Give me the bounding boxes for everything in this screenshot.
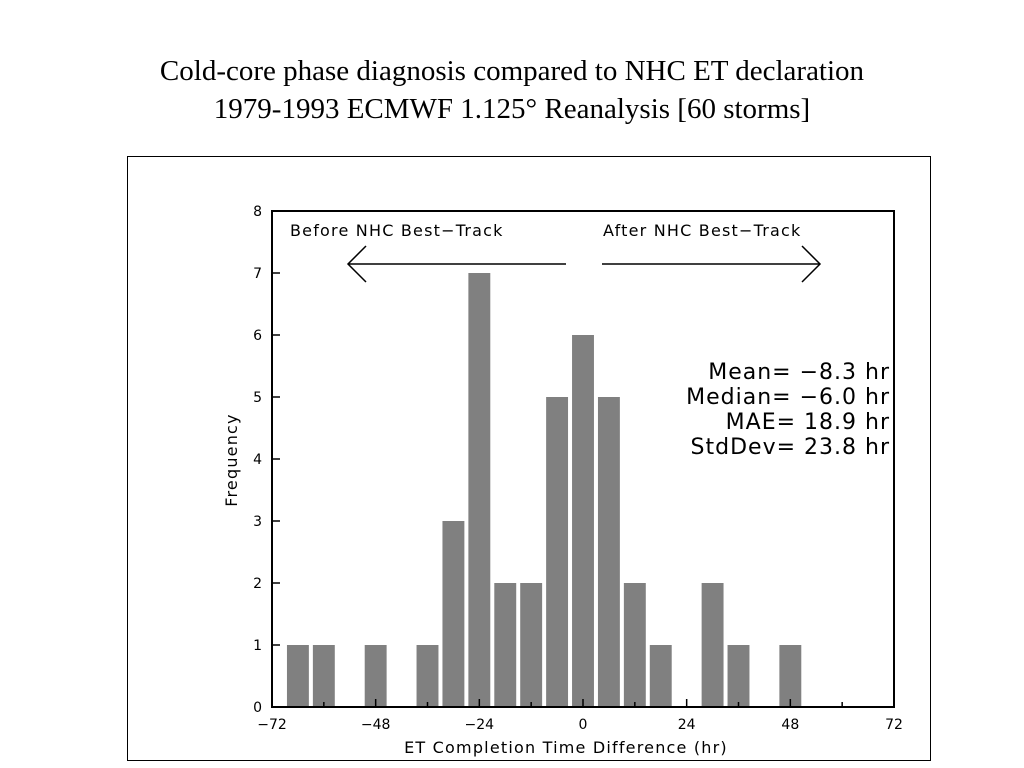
x-axis-label: ET Completion Time Difference (hr) [404,738,728,757]
x-tick-label: −24 [465,717,495,733]
histogram-bar [597,397,620,707]
histogram-bar [649,645,672,707]
histogram-bar [727,645,750,707]
slide-title-line1: Cold-core phase diagnosis compared to NH… [159,55,865,87]
histogram-bar [494,583,517,707]
histogram-bar [468,273,491,707]
stat-mean: Mean= −8.3 hr [708,360,890,385]
stat-mae: MAE= 18.9 hr [726,410,890,435]
x-tick-label: −48 [361,717,391,733]
y-axis-label: Frequency [222,413,241,506]
histogram-bar [364,645,387,707]
y-tick-label: 8 [253,204,262,220]
ticks-group: 0 1 2 3 4 5 6 7 8 −72 −48 −24 0 24 48 72 [253,204,903,733]
x-tick-label: −72 [257,717,287,733]
histogram-bar [701,583,724,707]
after-best-track-label: After NHC Best−Track [603,221,801,240]
histogram-bar [572,335,594,707]
y-tick-label: 3 [253,514,262,530]
histogram-bar [312,645,335,707]
stat-median: Median= −6.0 hr [686,385,890,410]
before-best-track-label: Before NHC Best−Track [290,221,504,240]
histogram-bar [442,521,465,707]
right-arrow [602,245,822,283]
slide-title-line2: 1979-1993 ECMWF 1.125° Reanalysis [60 st… [213,93,811,125]
x-tick-label: 48 [781,717,799,733]
y-tick-label: 1 [253,638,262,654]
histogram-bar [546,397,569,707]
stat-stddev: StdDev= 23.8 hr [691,435,890,460]
y-tick-label: 6 [253,328,262,344]
x-tick-label: 72 [885,717,903,733]
histogram-bar [520,583,543,707]
histogram-bar [416,645,439,707]
slide-title: Cold-core phase diagnosis compared to NH… [0,52,1024,128]
y-tick-label: 7 [253,266,262,282]
y-tick-label: 5 [253,390,262,406]
bars-group [286,273,802,707]
histogram-bar [286,645,309,707]
left-arrow [346,245,566,283]
x-tick-label: 0 [579,717,588,733]
x-tick-label: 24 [678,717,696,733]
histogram-bar [779,645,802,707]
y-tick-label: 0 [253,700,262,716]
y-tick-label: 4 [253,452,262,468]
y-tick-label: 2 [253,576,262,592]
histogram-bar [623,583,646,707]
